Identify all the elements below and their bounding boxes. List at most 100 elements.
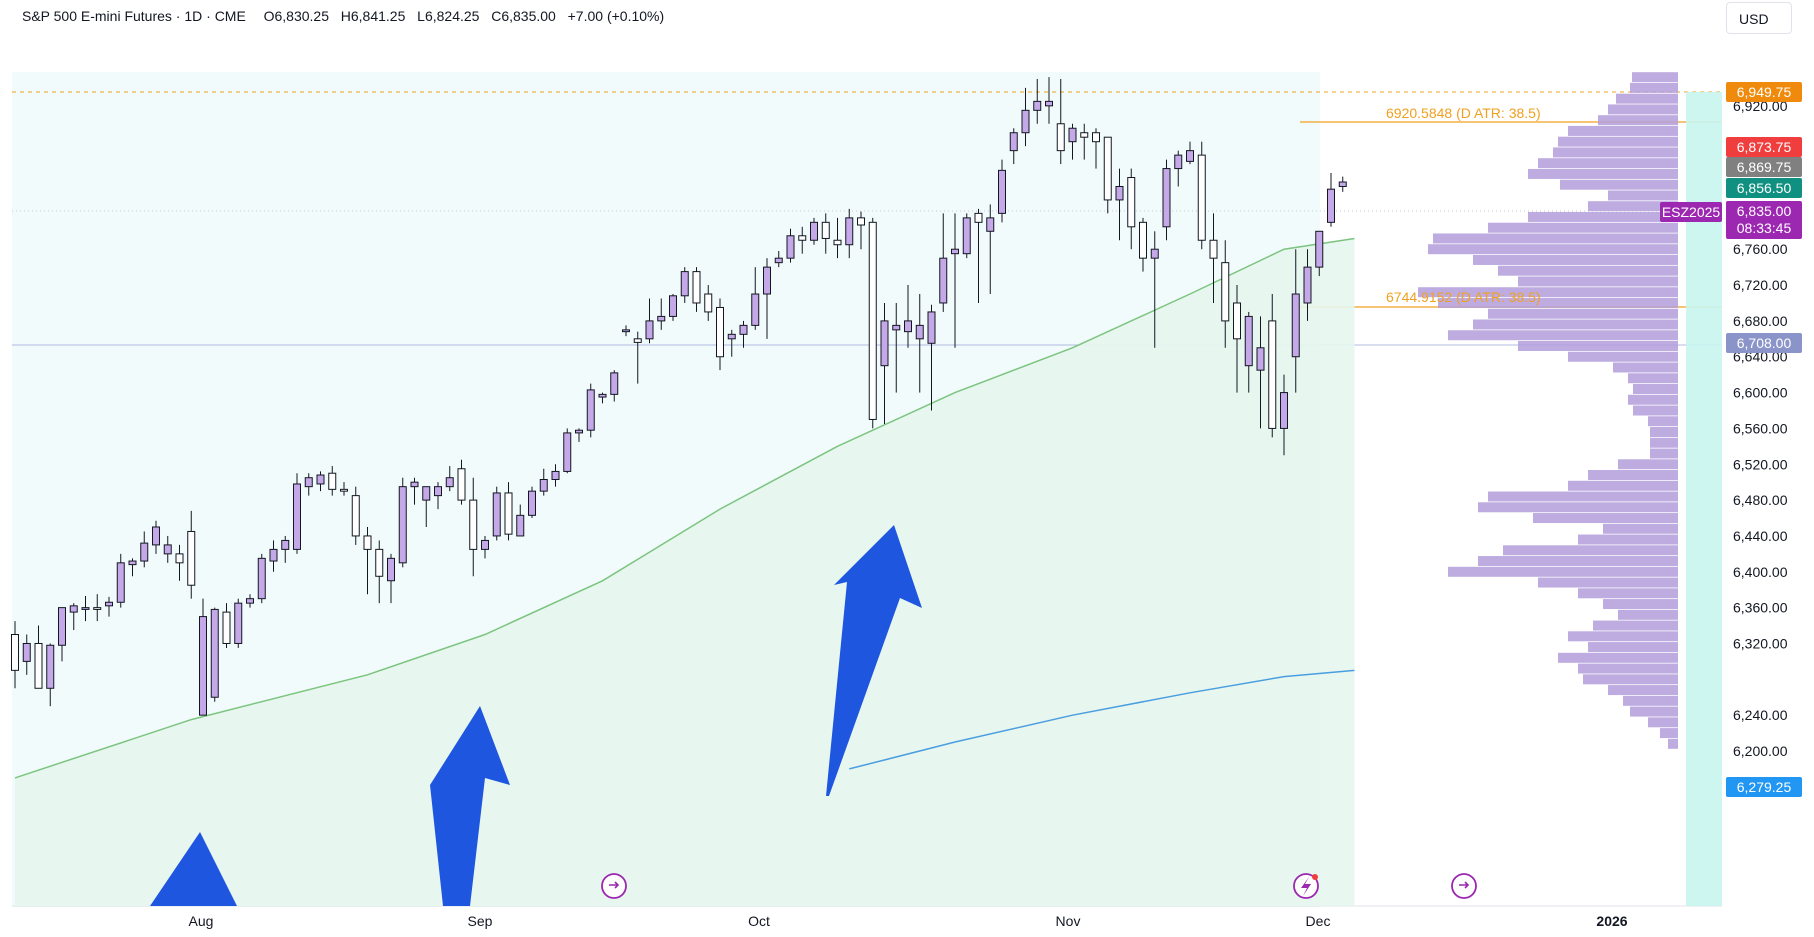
candle-body[interactable]: [1280, 392, 1288, 429]
candle-body[interactable]: [692, 271, 701, 304]
candle-body[interactable]: [986, 217, 995, 232]
candle-body[interactable]: [1209, 239, 1218, 259]
candle-body[interactable]: [786, 235, 795, 259]
candle-body[interactable]: [316, 474, 325, 485]
candle-body[interactable]: [199, 616, 207, 716]
candle-body[interactable]: [269, 548, 278, 562]
candle-body[interactable]: [351, 495, 360, 537]
candle-body[interactable]: [410, 481, 419, 488]
candle-body[interactable]: [622, 329, 630, 333]
candle-body[interactable]: [22, 642, 31, 662]
candle-body[interactable]: [1233, 302, 1241, 340]
candle-body[interactable]: [1338, 181, 1347, 187]
candle-body[interactable]: [516, 514, 525, 537]
candle-body[interactable]: [845, 217, 854, 246]
candle-body[interactable]: [246, 598, 254, 604]
candle-body[interactable]: [469, 499, 478, 550]
candle-body[interactable]: [398, 486, 407, 564]
candle-body[interactable]: [175, 553, 184, 564]
candle-body[interactable]: [163, 544, 172, 555]
candle-body[interactable]: [363, 535, 372, 550]
candle-body[interactable]: [1127, 177, 1136, 228]
symbol-title[interactable]: S&P 500 E-mini Futures · 1D · CME: [22, 8, 246, 24]
candle-body[interactable]: [445, 477, 454, 488]
dividend-event-icon[interactable]: [601, 873, 627, 899]
candle-body[interactable]: [974, 212, 983, 223]
candle-body[interactable]: [1021, 109, 1030, 134]
candle-body[interactable]: [1303, 266, 1312, 304]
candle-body[interactable]: [434, 486, 442, 497]
candle-body[interactable]: [1186, 150, 1194, 162]
candle-body[interactable]: [422, 486, 431, 501]
candle-body[interactable]: [140, 542, 149, 562]
candle-body[interactable]: [610, 372, 619, 395]
candle-body[interactable]: [1103, 136, 1112, 201]
candle-body[interactable]: [481, 539, 489, 550]
candle-body[interactable]: [633, 338, 642, 343]
candle-body[interactable]: [962, 217, 971, 255]
candle-body[interactable]: [58, 607, 66, 646]
candle-body[interactable]: [892, 324, 901, 331]
candle-body[interactable]: [598, 393, 607, 398]
candle-body[interactable]: [868, 221, 877, 420]
candle-body[interactable]: [1115, 185, 1124, 201]
candle-body[interactable]: [1268, 320, 1277, 429]
candle-body[interactable]: [116, 562, 125, 603]
candle-body[interactable]: [774, 257, 783, 264]
candle-body[interactable]: [751, 293, 760, 326]
candle-body[interactable]: [951, 248, 959, 255]
candle-body[interactable]: [375, 548, 384, 577]
candle-body[interactable]: [234, 602, 243, 644]
candle-body[interactable]: [539, 478, 548, 492]
candle-body[interactable]: [328, 472, 337, 490]
earnings-event-icon[interactable]: [1451, 873, 1477, 899]
candle-body[interactable]: [680, 271, 689, 297]
candle-body[interactable]: [457, 468, 466, 501]
candle-body[interactable]: [645, 320, 654, 340]
candle-body[interactable]: [1045, 100, 1053, 107]
candle-body[interactable]: [563, 432, 572, 472]
candle-body[interactable]: [657, 315, 666, 322]
candle-body[interactable]: [727, 333, 736, 340]
candle-body[interactable]: [833, 239, 842, 246]
candle-body[interactable]: [1162, 168, 1171, 228]
candle-body[interactable]: [880, 320, 889, 367]
candle-body[interactable]: [387, 557, 395, 582]
candle-body[interactable]: [93, 607, 102, 610]
candle-body[interactable]: [1068, 127, 1077, 143]
candle-body[interactable]: [927, 311, 936, 344]
candle-body[interactable]: [257, 557, 266, 600]
candle-body[interactable]: [1291, 293, 1300, 358]
candle-body[interactable]: [586, 389, 595, 431]
candle-body[interactable]: [1256, 347, 1265, 371]
candle-body[interactable]: [1056, 123, 1065, 152]
candle-body[interactable]: [281, 539, 290, 550]
candle-body[interactable]: [669, 295, 677, 317]
candle-body[interactable]: [810, 221, 818, 241]
candle-body[interactable]: [46, 644, 55, 689]
candle-body[interactable]: [34, 642, 43, 689]
candle-body[interactable]: [69, 605, 78, 613]
candle-body[interactable]: [1221, 262, 1230, 322]
candle-body[interactable]: [1327, 188, 1335, 223]
candle-body[interactable]: [105, 601, 113, 607]
candle-body[interactable]: [915, 324, 924, 340]
candle-body[interactable]: [1139, 221, 1147, 259]
candle-body[interactable]: [1150, 248, 1159, 259]
candle-body[interactable]: [293, 483, 301, 550]
candle-body[interactable]: [492, 492, 501, 537]
candle-body[interactable]: [1033, 100, 1042, 111]
currency-button[interactable]: USD: [1726, 2, 1792, 34]
candle-body[interactable]: [11, 634, 19, 671]
candle-body[interactable]: [1092, 132, 1100, 143]
candle-body[interactable]: [222, 611, 231, 644]
candle-body[interactable]: [998, 169, 1006, 214]
candle-body[interactable]: [528, 490, 536, 516]
candle-body[interactable]: [904, 320, 912, 333]
candle-body[interactable]: [210, 608, 219, 698]
candle-body[interactable]: [128, 560, 137, 566]
candle-body[interactable]: [1080, 132, 1089, 138]
candle-body[interactable]: [704, 293, 713, 313]
candle-body[interactable]: [187, 530, 196, 586]
candle-body[interactable]: [152, 526, 160, 546]
